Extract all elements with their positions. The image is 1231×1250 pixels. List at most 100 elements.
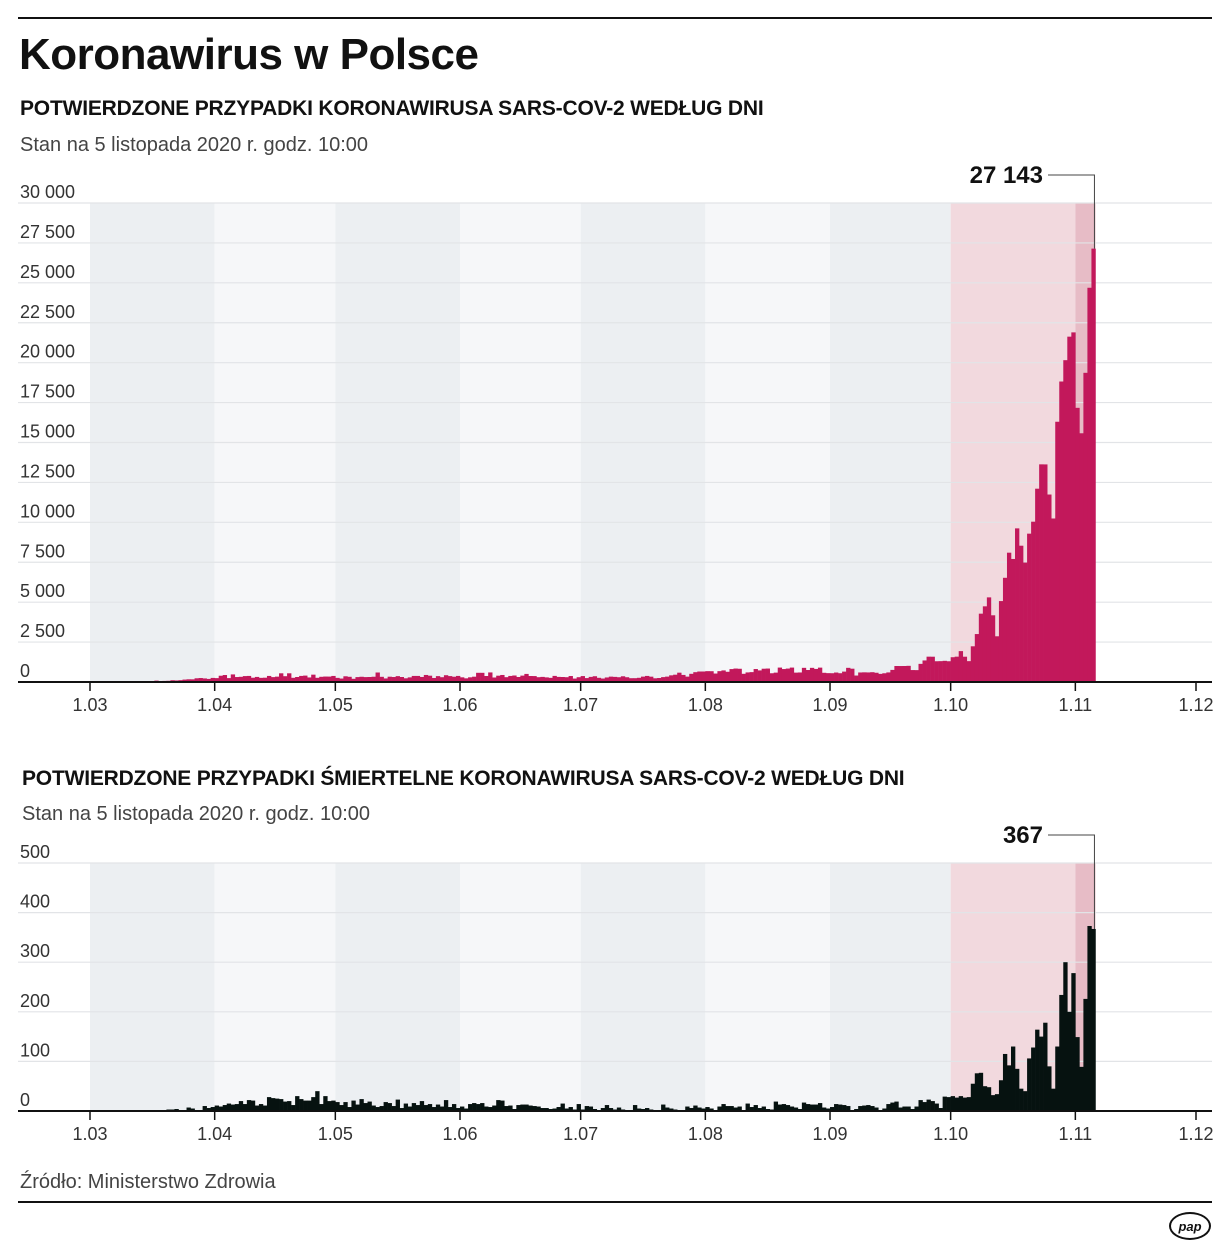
bar [773,1101,779,1111]
bar [371,676,376,682]
bar [391,1106,396,1111]
bar [246,1100,252,1111]
bar [508,1105,513,1111]
bar [725,671,730,682]
bar [721,1104,726,1111]
bar [275,1098,280,1111]
bar [709,671,714,682]
bar [918,663,923,682]
bar [540,676,545,682]
bar [890,669,895,682]
bar [202,678,207,682]
bar [476,672,481,682]
bar [1083,998,1088,1111]
bar [439,677,445,682]
bar [210,1107,215,1111]
bar [954,656,960,682]
x-tick-label: 1.03 [72,695,107,715]
bar [600,1108,606,1111]
bar [266,675,272,682]
bar [717,671,722,682]
bar [753,1105,758,1111]
bar [769,673,775,682]
bar [946,661,951,682]
bar [701,1108,706,1111]
x-tick-label: 1.06 [442,695,477,715]
bar [311,1097,316,1111]
bar [645,675,650,682]
y-tick-label: 10 000 [20,501,75,521]
bar [488,1107,493,1111]
x-tick-label: 1.03 [72,1124,107,1144]
bar [536,1106,541,1111]
bar [850,668,855,682]
bar [580,676,585,682]
month-band-06 [460,863,581,1111]
bar [423,1105,429,1111]
bar [351,1100,356,1111]
y-tick-label: 2 500 [20,621,65,641]
bar [347,676,352,682]
bar [447,676,453,682]
bar [584,1106,590,1111]
bar [689,673,694,682]
bar [998,1080,1004,1111]
bar [524,673,529,682]
bar [262,677,268,682]
bar [439,1106,445,1111]
bar [902,666,907,682]
y-tick-label: 22 500 [20,302,75,322]
bar [866,1105,871,1111]
bar [560,677,565,682]
bar [335,677,340,682]
bar [797,672,803,682]
bar [978,1072,984,1111]
x-tick-label: 1.12 [1178,1124,1213,1144]
bar [512,675,517,682]
bar [830,673,835,682]
bar [1027,533,1032,682]
bar [761,668,766,682]
bar [1023,1091,1028,1111]
bar [331,675,336,682]
bar [556,676,561,682]
annotation-leader-line [1048,834,1095,929]
page-title: Koronawirus w Polsce [19,30,479,79]
bar [697,671,702,682]
bar [323,676,328,682]
bar [500,674,505,682]
bar [335,1102,340,1111]
x-tick-label: 1.05 [318,1124,353,1144]
bar [560,1103,565,1111]
bar [359,1099,364,1111]
y-tick-label: 300 [20,941,50,961]
bar [1075,407,1080,682]
bar [1027,1058,1032,1111]
bar [266,1097,272,1111]
bar [468,1104,473,1111]
bar [645,1108,650,1111]
bar [588,676,594,682]
x-tick-label: 1.11 [1058,695,1092,715]
bar [1047,1066,1052,1111]
bar [942,660,947,682]
bar [661,677,666,682]
bar [230,1104,236,1111]
bar [270,1098,276,1111]
bar [805,670,811,682]
month-band-04 [214,863,336,1111]
bar [846,667,851,682]
bar [367,677,372,682]
bar [749,672,754,682]
bar [1083,372,1088,682]
bar [986,597,992,682]
bar [182,679,187,682]
bar [363,1103,368,1111]
y-tick-label: 7 500 [20,541,65,561]
x-tick-label: 1.04 [197,1124,232,1144]
bar [725,1106,730,1111]
bar [870,672,875,682]
bar [1075,1037,1080,1111]
x-tick-label: 1.09 [812,695,847,715]
